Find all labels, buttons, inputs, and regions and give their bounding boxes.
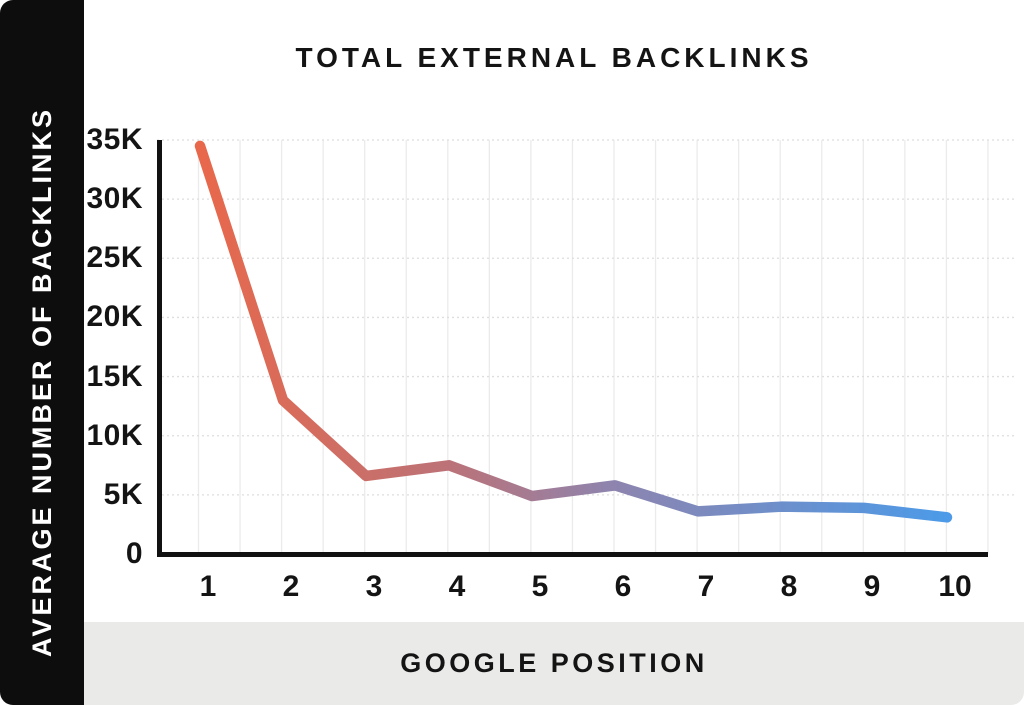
y-tick-label: 20K <box>86 300 143 334</box>
x-tick-label: 1 <box>199 570 217 603</box>
chart-title: TOTAL EXTERNAL BACKLINKS <box>295 42 813 73</box>
x-tick-label: 6 <box>614 570 632 603</box>
y-tick-label: 10K <box>86 418 143 452</box>
x-axis-tick-labels: 1 2 3 4 5 6 7 8 9 10 <box>0 571 1024 605</box>
y-axis-title: AVERAGE NUMBER OF BACKLINKS <box>26 107 57 658</box>
x-axis-title-bar: GOOGLE POSITION <box>84 622 1024 705</box>
y-tick-label: 25K <box>86 241 143 275</box>
y-axis-title-bar: AVERAGE NUMBER OF BACKLINKS <box>0 0 84 705</box>
x-tick-label: 5 <box>531 570 549 603</box>
backlinks-trend-line <box>194 140 953 523</box>
y-axis-tick-labels: 35K 30K 25K 20K 15K 10K 5K 0 <box>0 0 143 705</box>
x-tick-label: 4 <box>448 570 466 603</box>
x-tick-label: 8 <box>780 570 798 603</box>
y-tick-label: 0 <box>125 537 143 570</box>
x-tick-label: 9 <box>863 570 881 603</box>
y-tick-label: 35K <box>86 123 143 156</box>
x-tick-label: 10 <box>938 570 972 603</box>
x-tick-label: 7 <box>697 570 715 603</box>
x-tick-label: 2 <box>282 570 300 603</box>
x-tick-label: 3 <box>365 570 383 603</box>
y-tick-label: 5K <box>103 477 143 511</box>
x-axis-title: GOOGLE POSITION <box>400 648 708 678</box>
y-tick-label: 30K <box>86 182 143 216</box>
y-tick-label: 15K <box>86 359 143 393</box>
